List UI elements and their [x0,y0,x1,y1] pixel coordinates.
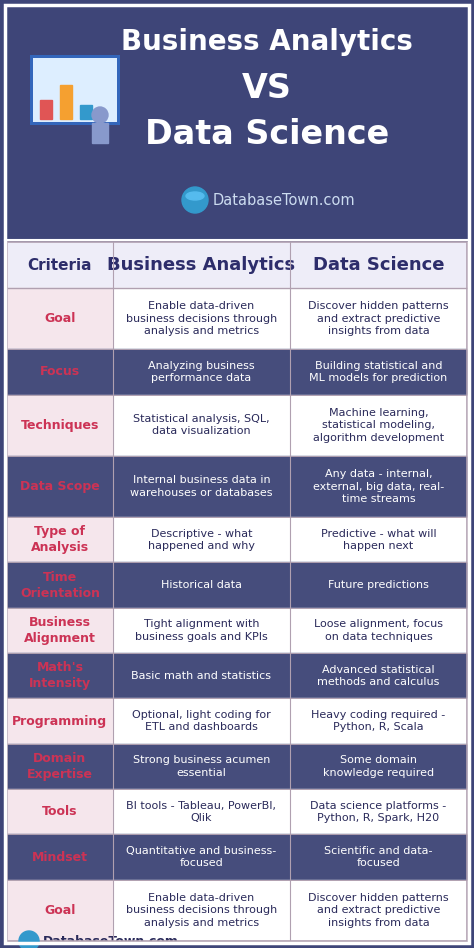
Text: Advanced statistical
methods and calculus: Advanced statistical methods and calculu… [317,665,440,687]
Text: Type of
Analysis: Type of Analysis [31,525,89,555]
Bar [7,789,113,834]
Text: Loose alignment, focus
on data techniques: Loose alignment, focus on data technique… [314,619,443,642]
Bar [7,242,467,941]
Text: Optional, light coding for
ETL and dashboards: Optional, light coding for ETL and dashb… [132,710,271,732]
Bar [113,699,290,744]
Bar [7,394,113,456]
Text: Descriptive - what
happened and why: Descriptive - what happened and why [148,529,255,551]
Text: Programming: Programming [12,715,108,728]
Text: Enable data-driven
business decisions through
analysis and metrics: Enable data-driven business decisions th… [126,893,277,928]
Bar [7,880,113,941]
Bar [92,123,108,143]
Circle shape [92,107,108,123]
Text: Discover hidden patterns
and extract predictive
insights from data: Discover hidden patterns and extract pre… [308,893,449,928]
Text: Machine learning,
statistical modeling,
algorithm development: Machine learning, statistical modeling, … [313,408,444,443]
Bar [60,85,72,119]
Text: Statistical analysis, SQL,
data visualization: Statistical analysis, SQL, data visualiz… [133,414,270,436]
Bar [30,55,120,125]
Text: Predictive - what will
happen next: Predictive - what will happen next [320,529,436,551]
Bar [290,653,467,699]
Circle shape [19,931,39,948]
Text: Discover hidden patterns
and extract predictive
insights from data: Discover hidden patterns and extract pre… [308,301,449,336]
Text: Historical data: Historical data [161,580,242,590]
Bar [113,394,290,456]
Bar [7,699,113,744]
Text: BI tools - Tableau, PowerBI,
Qlik: BI tools - Tableau, PowerBI, Qlik [127,800,276,823]
Ellipse shape [186,192,204,200]
Bar [7,518,113,562]
Text: Enable data-driven
business decisions through
analysis and metrics: Enable data-driven business decisions th… [126,301,277,336]
Bar [290,880,467,941]
Text: Internal business data in
warehouses or databases: Internal business data in warehouses or … [130,475,273,498]
Text: Business Analytics: Business Analytics [107,256,295,274]
Text: Future predictions: Future predictions [328,580,429,590]
Bar [113,789,290,834]
Bar [290,562,467,608]
Bar [7,456,113,518]
Bar [290,518,467,562]
Text: Goal: Goal [44,312,75,325]
Bar [290,789,467,834]
Bar [113,349,290,394]
Text: DatabaseTown.com: DatabaseTown.com [213,192,356,208]
Text: Tools: Tools [42,805,78,818]
Bar [80,105,92,119]
Bar [290,394,467,456]
Bar [113,288,290,349]
Text: Analyzing business
performance data: Analyzing business performance data [148,361,255,383]
Bar [290,456,467,518]
Text: Focus: Focus [40,365,80,378]
Bar [113,608,290,653]
Text: Business Analytics: Business Analytics [121,28,413,56]
Bar [7,288,113,349]
Bar [7,562,113,608]
Text: Data Science: Data Science [145,118,389,151]
Text: Time
Orientation: Time Orientation [20,571,100,600]
Text: Tight alignment with
business goals and KPIs: Tight alignment with business goals and … [135,619,268,642]
Text: Building statistical and
ML models for prediction: Building statistical and ML models for p… [310,361,447,383]
Text: Mindset: Mindset [32,850,88,864]
Text: Data Science: Data Science [313,256,444,274]
Text: Heavy coding required -
Python, R, Scala: Heavy coding required - Python, R, Scala [311,710,446,732]
Text: Strong business acumen
essential: Strong business acumen essential [133,756,270,777]
Bar [113,653,290,699]
Text: Math's
Intensity: Math's Intensity [29,662,91,690]
Text: VS: VS [242,72,292,105]
Text: Criteria: Criteria [27,258,92,272]
Text: Some domain
knowledge required: Some domain knowledge required [323,756,434,777]
Bar [113,456,290,518]
Bar [33,58,117,122]
Bar [113,880,290,941]
Text: Any data - internal,
external, big data, real-
time streams: Any data - internal, external, big data,… [313,469,444,504]
Bar [7,608,113,653]
Bar [40,100,52,119]
Bar [290,744,467,789]
Circle shape [182,187,208,213]
Text: Data Scope: Data Scope [20,480,100,493]
Text: Business
Alignment: Business Alignment [24,616,96,645]
Bar [113,744,290,789]
Text: Scientific and data-
focused: Scientific and data- focused [324,846,433,868]
Bar [7,349,113,394]
Bar [7,653,113,699]
Text: Data science platforms -
Python, R, Spark, H20: Data science platforms - Python, R, Spar… [310,800,447,823]
Text: Quantitative and business-
focused: Quantitative and business- focused [126,846,276,868]
Text: Techniques: Techniques [21,419,99,431]
Text: Goal: Goal [44,903,75,917]
Bar [290,288,467,349]
Bar [113,834,290,880]
Bar [290,349,467,394]
Text: Domain
Expertise: Domain Expertise [27,752,93,781]
Text: DatabaseTown.com: DatabaseTown.com [43,935,179,947]
Bar [290,699,467,744]
Bar [113,562,290,608]
Bar [7,242,467,288]
Bar [7,744,113,789]
Bar [7,834,113,880]
Text: Basic math and statistics: Basic math and statistics [131,671,271,681]
Bar [290,608,467,653]
Bar [113,518,290,562]
Bar [290,834,467,880]
